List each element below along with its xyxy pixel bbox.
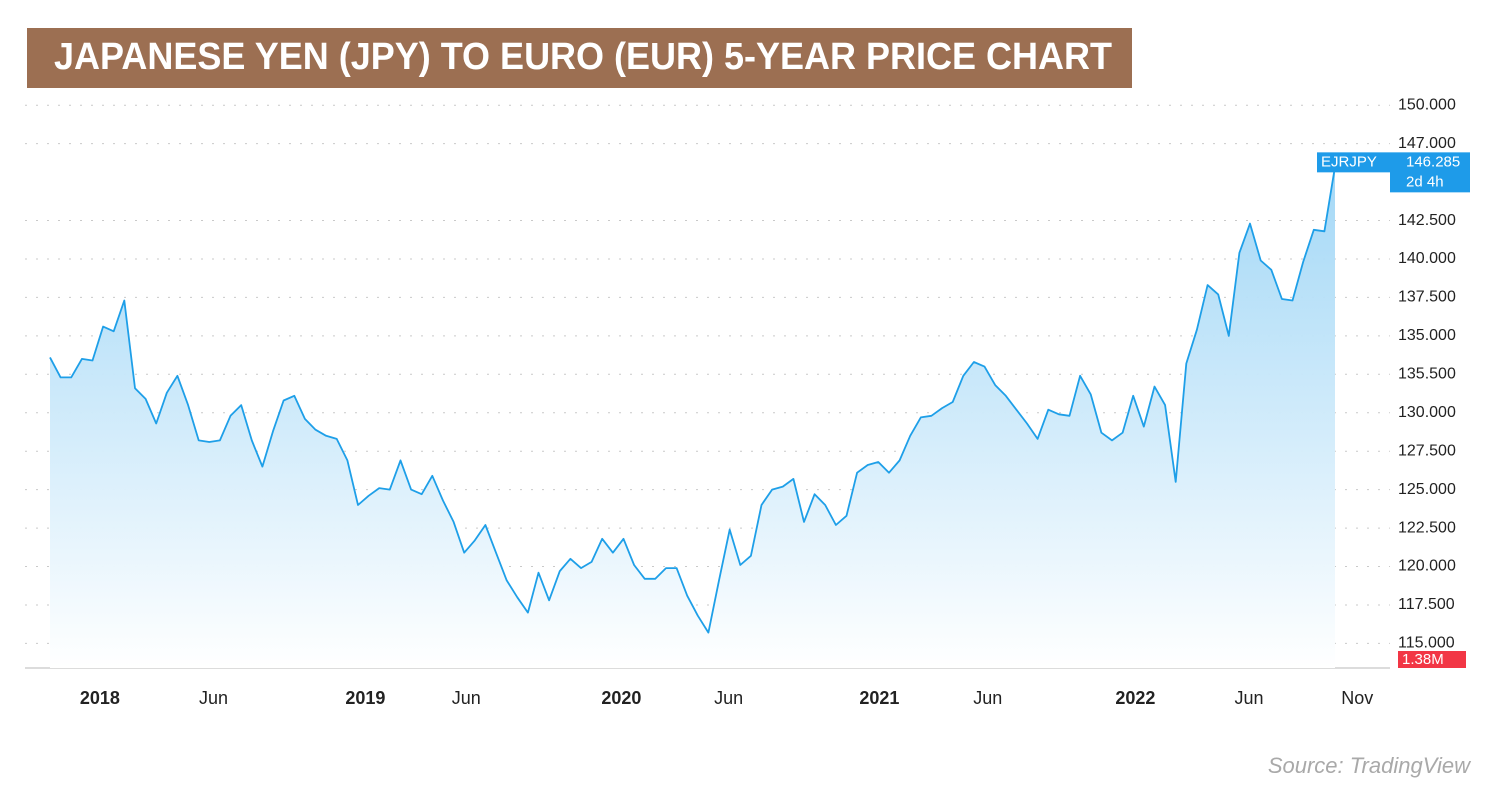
y-tick-label: 135.500: [1398, 366, 1456, 383]
x-tick-label: Jun: [1234, 688, 1263, 708]
x-tick-label: Nov: [1341, 688, 1373, 708]
price-tag-symbol: EJRJPY: [1321, 153, 1377, 170]
x-tick-label: 2020: [601, 688, 641, 708]
x-tick-label: 2021: [859, 688, 899, 708]
y-tick-label: 120.000: [1398, 558, 1456, 575]
price-tag-bg: [1390, 152, 1470, 193]
x-tick-label: 2018: [80, 688, 120, 708]
x-tick-label: 2022: [1115, 688, 1155, 708]
area-fill: [50, 166, 1335, 668]
price-tag-countdown: 2d 4h: [1406, 173, 1444, 190]
volume-tag: 1.38M: [1402, 651, 1444, 668]
price-tag-symbol-bg: [1317, 152, 1390, 173]
chart-title: JAPANESE YEN (JPY) TO EURO (EUR) 5-YEAR …: [54, 36, 1112, 78]
plot: 150.000 147.000 142.500 140.000 137.500 135.0…: [25, 96, 1470, 708]
y-tick-label: 115.000: [1398, 635, 1455, 652]
source: Source: TradingView: [1268, 753, 1472, 778]
y-tick-label: 150.000: [1398, 96, 1456, 113]
y-tick-label: 125.000: [1398, 481, 1456, 498]
price-line: [49, 166, 1336, 634]
title-banner: [27, 28, 1132, 88]
price-tag-value: 146.285: [1406, 153, 1460, 170]
y-tick-label: 127.500: [1398, 442, 1456, 459]
y-tick-label: 140.000: [1398, 250, 1456, 267]
y-tick-label: 137.500: [1398, 289, 1456, 306]
x-tick-label: Jun: [714, 688, 743, 708]
y-tick-label: 122.500: [1398, 519, 1456, 536]
y-tick-label: 142.500: [1398, 212, 1456, 229]
x-tick-label: Jun: [452, 688, 481, 708]
y-tick-label: 117.500: [1398, 596, 1455, 613]
x-tick-label: Jun: [199, 688, 228, 708]
y-tick-label: 147.000: [1398, 135, 1456, 152]
volume-tag-bg: [1398, 651, 1466, 668]
x-tick-label: Jun: [973, 688, 1002, 708]
y-tick-label: 135.000: [1398, 327, 1456, 344]
x-tick-label: 2019: [345, 688, 385, 708]
y-tick-label: 130.000: [1398, 404, 1456, 421]
